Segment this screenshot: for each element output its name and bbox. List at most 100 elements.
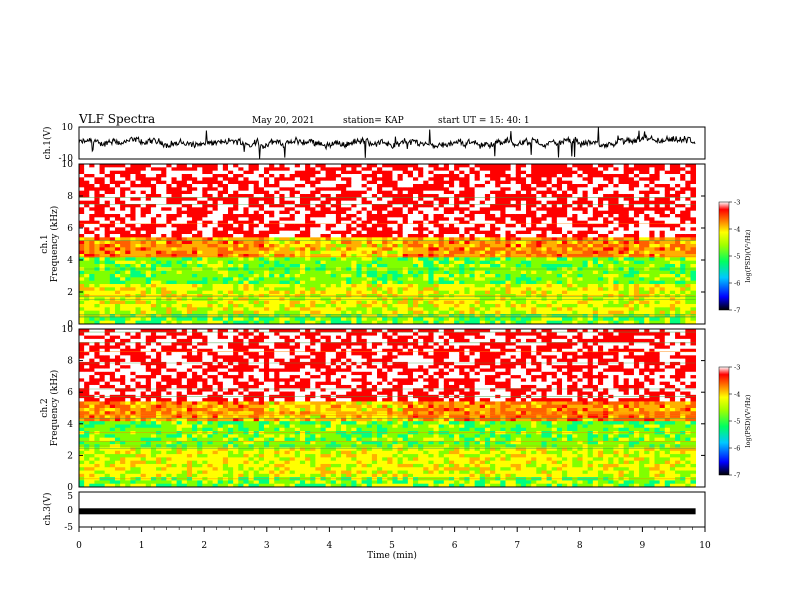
spectrogram-cell	[274, 177, 280, 182]
spectrogram-cell	[454, 184, 460, 188]
spectrogram-cell	[608, 284, 614, 288]
spectrogram-cell	[597, 240, 604, 245]
spectrogram-cell	[330, 320, 337, 325]
spectrogram-cell	[505, 230, 512, 235]
spectrogram-cell	[515, 190, 522, 195]
spectrogram-cell	[212, 170, 219, 175]
spectrogram-cell	[228, 244, 234, 248]
spectrogram-cell	[150, 287, 157, 292]
spectrogram-cell	[166, 177, 172, 182]
spectrogram-cell	[279, 170, 285, 175]
spectrogram-cell	[433, 307, 440, 312]
spectrogram-cell	[587, 197, 594, 202]
spectrogram-cell	[474, 174, 481, 178]
spectrogram-cell	[299, 217, 306, 222]
spectrogram-cell	[387, 217, 393, 222]
spectrogram-cell	[258, 244, 265, 248]
spectrogram-cell	[238, 284, 244, 288]
spectrogram-cell	[222, 270, 229, 275]
spectrogram-cell	[248, 264, 255, 268]
spectrogram-cell	[500, 207, 506, 212]
spectrogram-cell	[176, 174, 183, 178]
spectrogram-cell	[269, 304, 275, 308]
spectrogram-cell	[490, 177, 496, 182]
spectrogram-cell	[418, 260, 424, 265]
spectrogram-cell	[120, 300, 126, 305]
spectrogram-cell	[135, 257, 142, 262]
spectrogram-cell	[572, 167, 578, 172]
spectrogram-cell	[341, 224, 347, 228]
spectrogram-cell	[423, 177, 429, 182]
spectrogram-cell	[335, 230, 342, 235]
spectrogram-cell	[279, 227, 285, 232]
spectrogram-cell	[335, 167, 342, 172]
spectrogram-cell	[120, 187, 126, 192]
spectrogram-cell	[145, 227, 152, 232]
spectrogram-cell	[397, 167, 404, 172]
spectrogram-cell	[197, 260, 203, 265]
spectrogram-cell	[238, 247, 244, 252]
spectrogram-cell	[330, 307, 337, 312]
spectrogram-cell	[310, 244, 316, 248]
spectrogram-cell	[428, 210, 434, 215]
spectrogram-cell	[156, 177, 162, 182]
spectrogram-cell	[253, 240, 260, 245]
spectrogram-cell	[438, 177, 445, 182]
spectrogram-cell	[330, 184, 337, 188]
spectrogram-cell	[371, 277, 378, 282]
spectrogram-cell	[562, 194, 568, 198]
spectrogram-cell	[89, 184, 95, 188]
spectrogram-cell	[330, 230, 337, 235]
spectrogram-cell	[150, 174, 157, 178]
spectrogram-cell	[79, 167, 85, 172]
spectrogram-cell	[490, 260, 496, 265]
spectrogram-cell	[500, 184, 506, 188]
spectrogram-cell	[546, 250, 553, 255]
spectrogram-cell	[258, 277, 265, 282]
spectrogram-cell	[120, 227, 126, 232]
spectrogram-cell	[84, 250, 90, 255]
spectrogram-cell	[284, 307, 291, 312]
spectrogram-cell	[99, 194, 106, 198]
spectrogram-cell	[243, 244, 249, 248]
spectrogram-cell	[120, 220, 126, 225]
spectrogram-cell	[397, 307, 404, 312]
spectrogram-cell	[346, 234, 352, 238]
spectrogram-cell	[299, 170, 306, 175]
spectrogram-cell	[382, 227, 388, 232]
spectrogram-cell	[207, 180, 213, 185]
spectrogram-cell	[84, 180, 90, 185]
spectrogram-cell	[448, 244, 455, 248]
spectrogram-cell	[423, 250, 429, 255]
spectrogram-cell	[79, 320, 85, 325]
spectrogram-cell	[320, 174, 327, 178]
spectrogram-cell	[130, 317, 136, 322]
spectrogram-cell	[207, 194, 213, 198]
spectrogram-cell	[186, 214, 193, 218]
spectrogram-cell	[140, 187, 147, 192]
ch1-ytick-top: 10	[62, 123, 74, 133]
spectrogram-cell	[181, 287, 188, 292]
spectrogram-cell	[284, 300, 291, 305]
spectrogram-cell	[464, 194, 470, 198]
spectrogram-cell	[104, 287, 111, 292]
spectrogram-cell	[130, 244, 136, 248]
spectrogram-cell	[135, 207, 142, 212]
spectrogram-cell	[382, 280, 388, 285]
spectrogram-cell	[279, 217, 285, 222]
spectrogram-cell	[305, 247, 311, 252]
spectrogram-cell	[248, 240, 255, 245]
spectrogram-cell	[274, 240, 280, 245]
spectrogram-cell	[531, 224, 537, 228]
spectrogram-cell	[510, 274, 517, 278]
spectrogram-cell	[541, 167, 547, 172]
spectrogram-cell	[166, 170, 172, 175]
spectrogram-cell	[346, 170, 352, 175]
spectrogram-cell	[114, 307, 121, 312]
spectrogram-cell	[356, 237, 363, 242]
spectrogram-cell	[79, 204, 85, 208]
spectrogram-cell	[258, 260, 265, 265]
spectrogram-cell	[546, 257, 553, 262]
spectrogram-cell	[233, 224, 239, 228]
spectrogram-cell	[176, 264, 183, 268]
